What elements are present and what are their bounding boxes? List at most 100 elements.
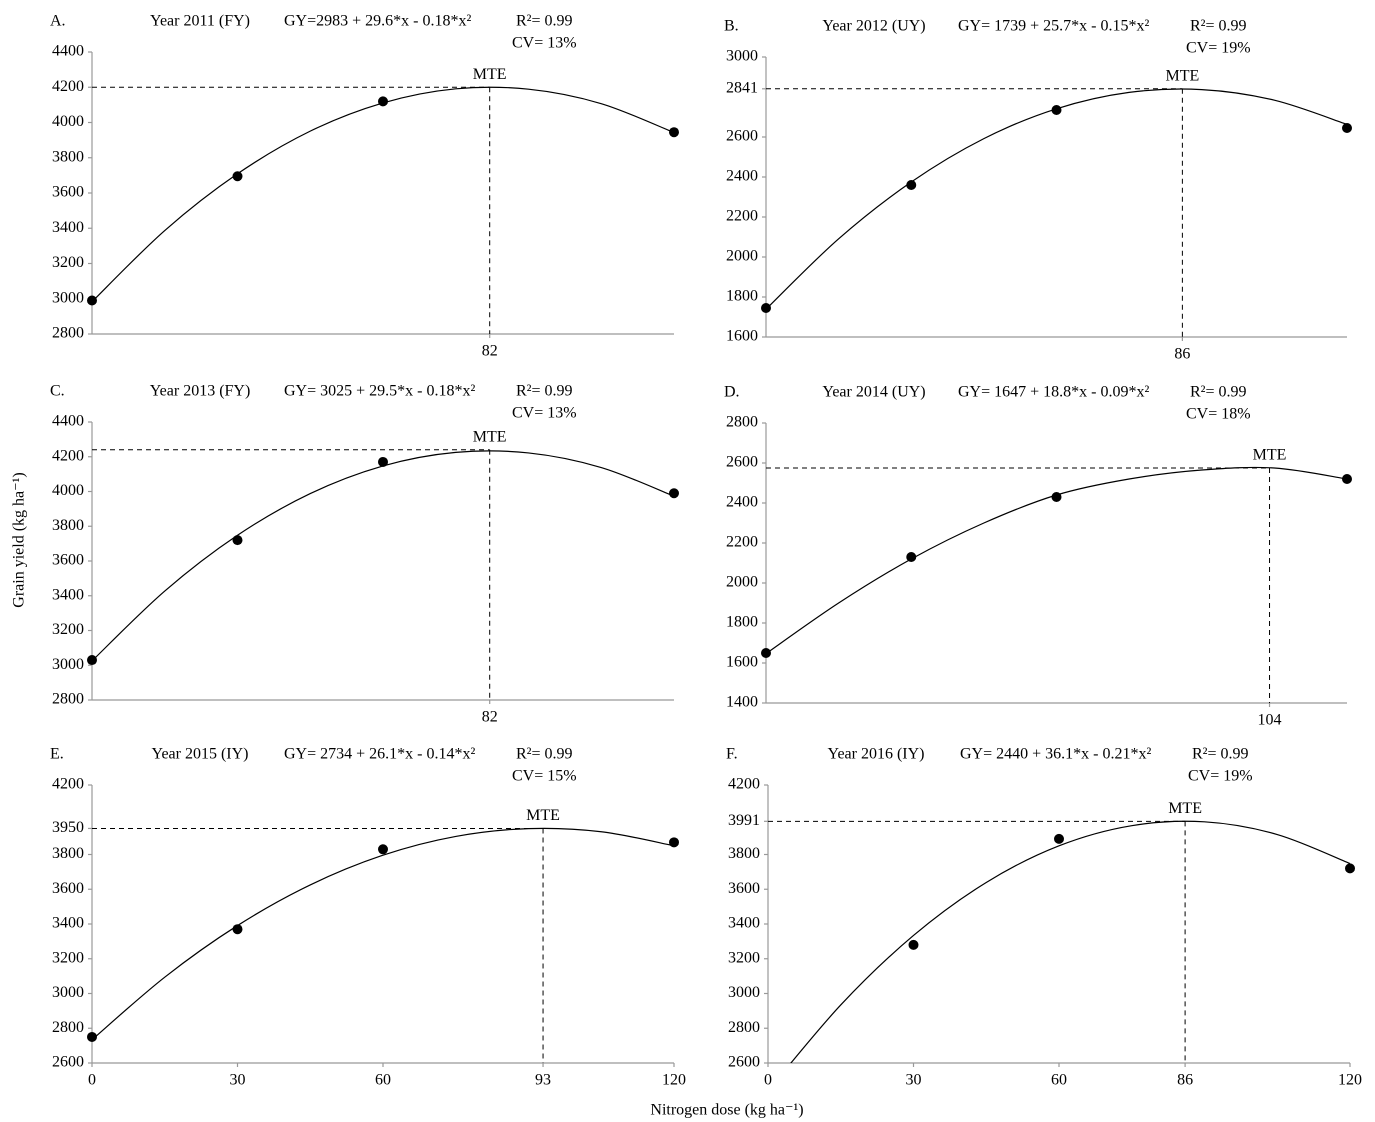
y-tick-label: 3800 [52,517,84,534]
y-tick-label: 3000 [726,48,758,65]
y-tick-label: 2200 [726,208,758,225]
y-tick-label: 2600 [726,454,758,471]
y-tick-label: 1800 [726,614,758,631]
y-tick-label: 3400 [52,586,84,603]
x-tick-label: 120 [662,1072,686,1089]
data-point [232,924,243,935]
y-tick-label: 4400 [52,413,84,430]
data-point [669,488,679,499]
y-tick-label: 3000 [52,289,84,306]
y-tick-label: 2000 [726,248,758,265]
data-point [906,180,917,190]
y-tick-label: 3200 [52,621,84,638]
data-point [906,552,917,562]
y-tick-label: 3400 [728,915,760,932]
cv: CV= 13% [512,405,577,422]
y-tick-label: 4200 [52,78,84,95]
x-tick-label: 93 [535,1072,551,1089]
x-tick-label: 86 [1177,1072,1193,1089]
mte-label: MTE [473,66,507,83]
y-tick-label: 1600 [726,654,758,671]
y-tick-label: 4000 [52,482,84,499]
data-point [378,844,388,855]
panel-label: C. [50,383,65,400]
panel: C. Year 2013 (FY) GY= 3025 + 29.5*x - 0.18… [50,383,679,726]
data-point [1051,492,1062,502]
y-tick-label: 2400 [726,168,758,185]
data-point [761,303,771,313]
fit-curve [92,86,675,303]
y-tick-label: 3200 [728,949,760,966]
x-tick-label: 60 [1051,1072,1067,1089]
data-point [1051,105,1062,115]
mte-label: MTE [1165,67,1199,84]
equation: GY= 2734 + 26.1*x - 0.14*x² [284,746,475,763]
data-point [1342,474,1352,484]
mte-label: MTE [1253,447,1287,464]
x-tick-label: 30 [906,1072,922,1089]
y-tick-label: 3600 [52,184,84,201]
y-tick-label: 2800 [726,414,758,431]
y-tick-label: 2800 [52,325,84,342]
y-tick-label: 2800 [728,1019,760,1036]
cv: CV= 18% [1186,406,1251,423]
y-tick-label: 3200 [52,254,84,271]
panel-label: F. [726,746,738,763]
x-tick-label: 120 [1338,1072,1362,1089]
y-tick-label: 3400 [52,219,84,236]
r-squared: R²= 0.99 [1192,746,1249,763]
data-point [761,648,771,658]
y-axis-label: Grain yield (kg ha⁻¹) [11,472,28,607]
y-tick-label: 3800 [52,148,84,165]
x-tick-label: 0 [88,1072,96,1089]
y-tick-label: 1600 [726,328,758,345]
x-tick-label: 60 [375,1072,391,1089]
data-point [1345,863,1355,874]
y-tick-label: 2800 [52,1019,84,1036]
data-point [1054,833,1064,844]
y-tick-label: 3800 [728,845,760,862]
mte-label: MTE [473,428,507,445]
panel-title: Year 2014 (UY) [822,384,925,401]
y-tick-label: 3800 [52,845,84,862]
r-squared: R²= 0.99 [1190,18,1247,35]
y-tick-label: 3000 [728,984,760,1001]
y-tick-label: 2000 [726,574,758,591]
panel-title: Year 2013 (FY) [150,383,251,400]
y-tick-label: 3400 [52,915,84,932]
panel: E. Year 2015 (IY) GY= 2734 + 26.1*x - 0.14… [50,746,686,1089]
y-tick-label: 2841 [726,79,758,96]
panel-label: A. [50,13,66,30]
x-tick-label: 0 [764,1072,772,1089]
equation: GY= 2440 + 36.1*x - 0.21*x² [960,746,1151,763]
y-tick-label: 2200 [726,534,758,551]
equation: GY=2983 + 29.6*x - 0.18*x² [284,13,471,30]
r-squared: R²= 0.99 [516,383,573,400]
fit-curve [92,450,675,662]
y-tick-label: 2800 [52,691,84,708]
data-point [669,127,679,138]
fit-curve [766,88,1348,310]
panel-label: D. [724,384,740,401]
y-tick-label: 4200 [52,447,84,464]
data-point [87,295,97,306]
y-tick-label: 2600 [52,1054,84,1071]
data-point [232,171,243,182]
panel-title: Year 2016 (IY) [827,746,924,763]
x-tick-label: 30 [230,1072,246,1089]
equation: GY= 1647 + 18.8*x - 0.09*x² [958,384,1149,401]
equation: GY= 1739 + 25.7*x - 0.15*x² [958,18,1149,35]
y-tick-label: 3000 [52,984,84,1001]
data-point [378,96,388,107]
r-squared: R²= 0.99 [516,13,573,30]
y-tick-label: 3991 [728,812,760,829]
x-tick-label: 82 [482,709,498,726]
equation: GY= 3025 + 29.5*x - 0.18*x² [284,383,475,400]
panel: A. Year 2011 (FY) GY=2983 + 29.6*x - 0.18*… [50,13,679,360]
cv: CV= 13% [512,35,577,52]
data-point [1342,123,1352,133]
fit-curve [790,820,1351,1063]
x-tick-label: 104 [1258,712,1282,729]
cv: CV= 15% [512,768,577,785]
